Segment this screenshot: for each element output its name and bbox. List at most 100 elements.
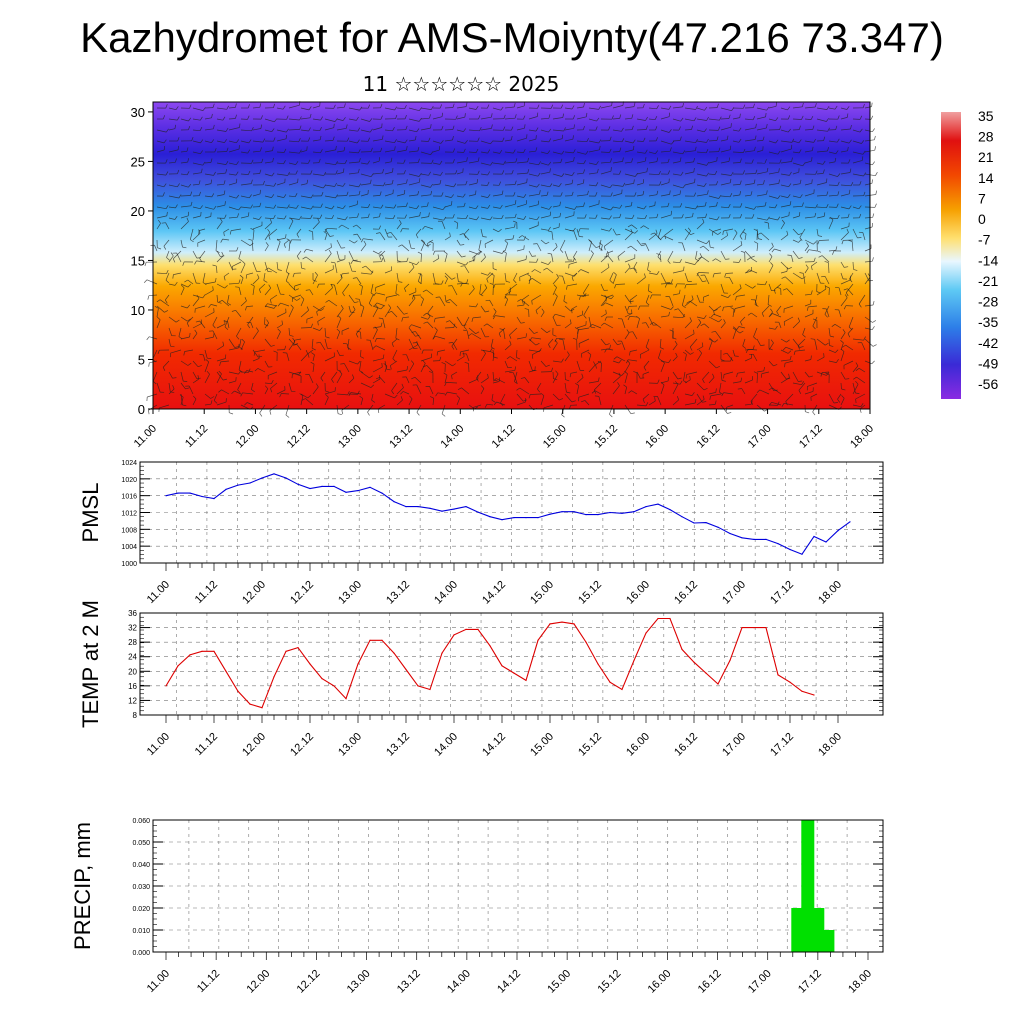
wind-barb-flag <box>752 345 755 350</box>
wind-barb-flag <box>213 400 218 404</box>
wind-barb <box>720 294 729 299</box>
y-tick-label: 5 <box>138 352 145 367</box>
temp-point <box>177 665 179 667</box>
wind-barb <box>156 140 165 144</box>
wind-barb-flag <box>166 257 170 261</box>
wind-barb <box>371 393 374 401</box>
wind-barb-flag <box>599 247 603 251</box>
wind-barb-flag <box>455 115 458 120</box>
temp-point <box>657 617 659 620</box>
wind-barb-flag <box>211 139 215 143</box>
wind-barb-flag <box>572 257 575 262</box>
wind-barb <box>484 239 494 245</box>
wind-barb-flag <box>453 183 457 188</box>
temp-point <box>693 661 695 663</box>
wind-barb <box>408 398 413 406</box>
wind-barb-flag <box>165 205 169 209</box>
wind-barb <box>683 371 686 381</box>
wind-barb-flag <box>289 334 294 337</box>
wind-barb-flag <box>824 314 828 318</box>
wind-barb-flag <box>855 362 859 367</box>
wind-barb-flag <box>487 181 490 186</box>
wind-barb <box>300 261 302 269</box>
x-tick-label: 12.12 <box>295 968 323 996</box>
wind-barb <box>852 384 859 395</box>
wind-barb <box>480 116 492 120</box>
wind-barb-flag <box>631 158 633 163</box>
wind-barb-flag <box>235 114 237 119</box>
wind-barb-flag <box>421 239 425 243</box>
wind-barb <box>756 283 766 286</box>
wind-barb-flag <box>554 293 558 297</box>
wind-barb <box>286 352 290 362</box>
precip-bar <box>821 930 835 952</box>
wind-barb <box>180 336 190 340</box>
wind-barb-flag <box>478 251 482 255</box>
wind-barb-flag <box>523 245 525 250</box>
y-tick-label: 1008 <box>121 527 137 534</box>
wind-barb <box>309 289 314 296</box>
wind-barb <box>257 368 266 373</box>
wind-barb <box>672 261 680 264</box>
wind-barb-flag <box>382 354 385 359</box>
wind-barb-flag <box>229 230 232 235</box>
wind-barb <box>360 272 372 275</box>
wind-barb <box>576 162 584 165</box>
wind-barb-flag <box>166 128 169 133</box>
wind-barb <box>504 106 515 109</box>
wind-barb <box>624 305 629 314</box>
wind-barb <box>204 183 212 186</box>
wind-barb-flag <box>849 278 853 283</box>
wind-barb-flag <box>341 410 344 415</box>
wind-barb <box>600 298 608 307</box>
wind-barb <box>726 404 734 408</box>
wind-barb <box>528 150 536 153</box>
wind-barb-flag <box>763 180 765 185</box>
wind-barb <box>192 172 202 175</box>
wind-barb <box>732 309 735 318</box>
wind-barb-flag <box>537 388 541 393</box>
wind-barb-flag <box>343 146 346 151</box>
wind-barb <box>664 228 674 236</box>
wind-barb <box>216 323 226 329</box>
wind-barb-flag <box>645 402 649 407</box>
wind-barb <box>780 204 791 208</box>
wind-barb-flag <box>157 247 162 250</box>
wind-barb <box>847 288 854 296</box>
wind-barb <box>584 400 590 406</box>
wind-barb-flag <box>788 183 792 187</box>
wind-barb-flag <box>537 104 540 109</box>
wind-barb <box>747 348 758 351</box>
wind-barb-flag <box>154 305 159 309</box>
wind-barb-flag <box>789 355 792 360</box>
wind-barb-flag <box>604 294 608 299</box>
wind-barb-flag <box>385 297 387 302</box>
wind-barb <box>768 151 778 155</box>
colorbar-gradient <box>941 112 961 399</box>
wind-barb-flag <box>330 284 335 286</box>
wind-barb-flag <box>186 217 189 222</box>
wind-barb <box>732 329 737 340</box>
wind-barb <box>804 239 814 245</box>
wind-barb <box>592 323 602 329</box>
wind-barb-flag <box>444 382 447 387</box>
wind-barb <box>600 362 602 373</box>
wind-barb-flag <box>244 297 247 302</box>
wind-barb-flag <box>695 105 698 110</box>
wind-barb <box>642 371 650 375</box>
wind-barb <box>576 314 583 318</box>
wind-barb-flag <box>523 399 528 402</box>
wind-barb <box>840 371 846 380</box>
wind-barb-flag <box>468 333 472 337</box>
wind-barb <box>660 214 672 219</box>
pmsl-point <box>501 519 503 521</box>
wind-barb-flag <box>395 337 400 341</box>
wind-barb <box>564 382 567 393</box>
wind-barb-flag <box>340 305 344 309</box>
wind-barb-flag <box>429 114 431 119</box>
wind-barb <box>324 253 332 263</box>
pmsl-point <box>321 485 323 487</box>
wind-barb <box>435 335 446 340</box>
wind-barb-flag <box>296 204 299 209</box>
